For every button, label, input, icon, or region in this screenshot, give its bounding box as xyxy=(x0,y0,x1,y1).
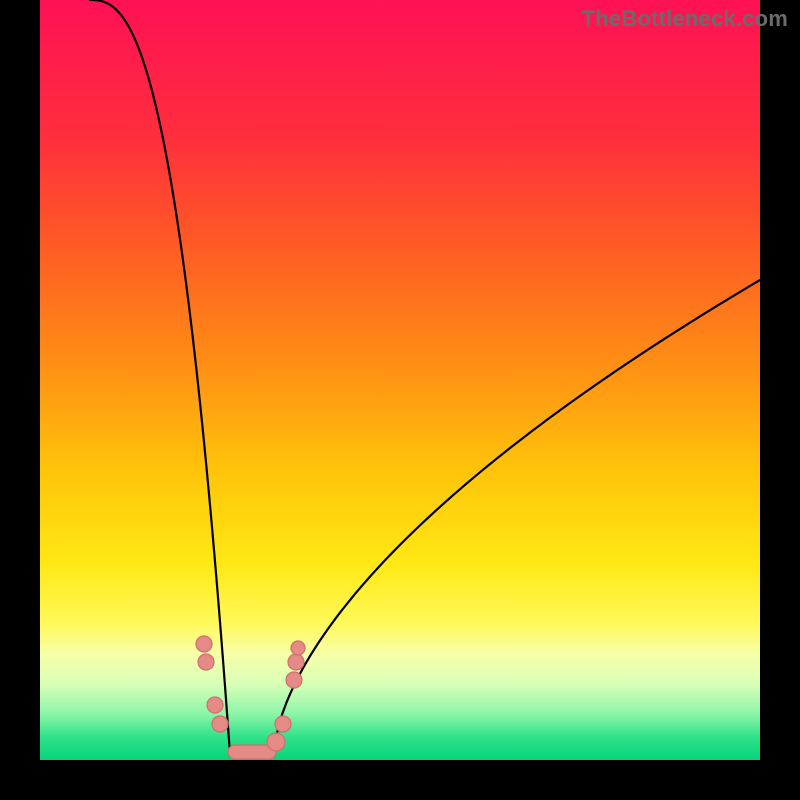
watermark-text: TheBottleneck.com xyxy=(582,6,788,32)
marker-dot xyxy=(291,641,305,655)
marker-dot xyxy=(207,697,223,713)
chart-svg xyxy=(0,0,800,800)
marker-dot xyxy=(275,716,291,732)
marker-dot xyxy=(196,636,212,652)
marker-dot xyxy=(198,654,214,670)
chart-canvas: TheBottleneck.com xyxy=(0,0,800,800)
marker-dot xyxy=(286,672,302,688)
marker-dot xyxy=(267,733,285,751)
heatmap-gradient xyxy=(40,0,760,760)
marker-dot xyxy=(212,716,228,732)
marker-dot xyxy=(288,654,304,670)
